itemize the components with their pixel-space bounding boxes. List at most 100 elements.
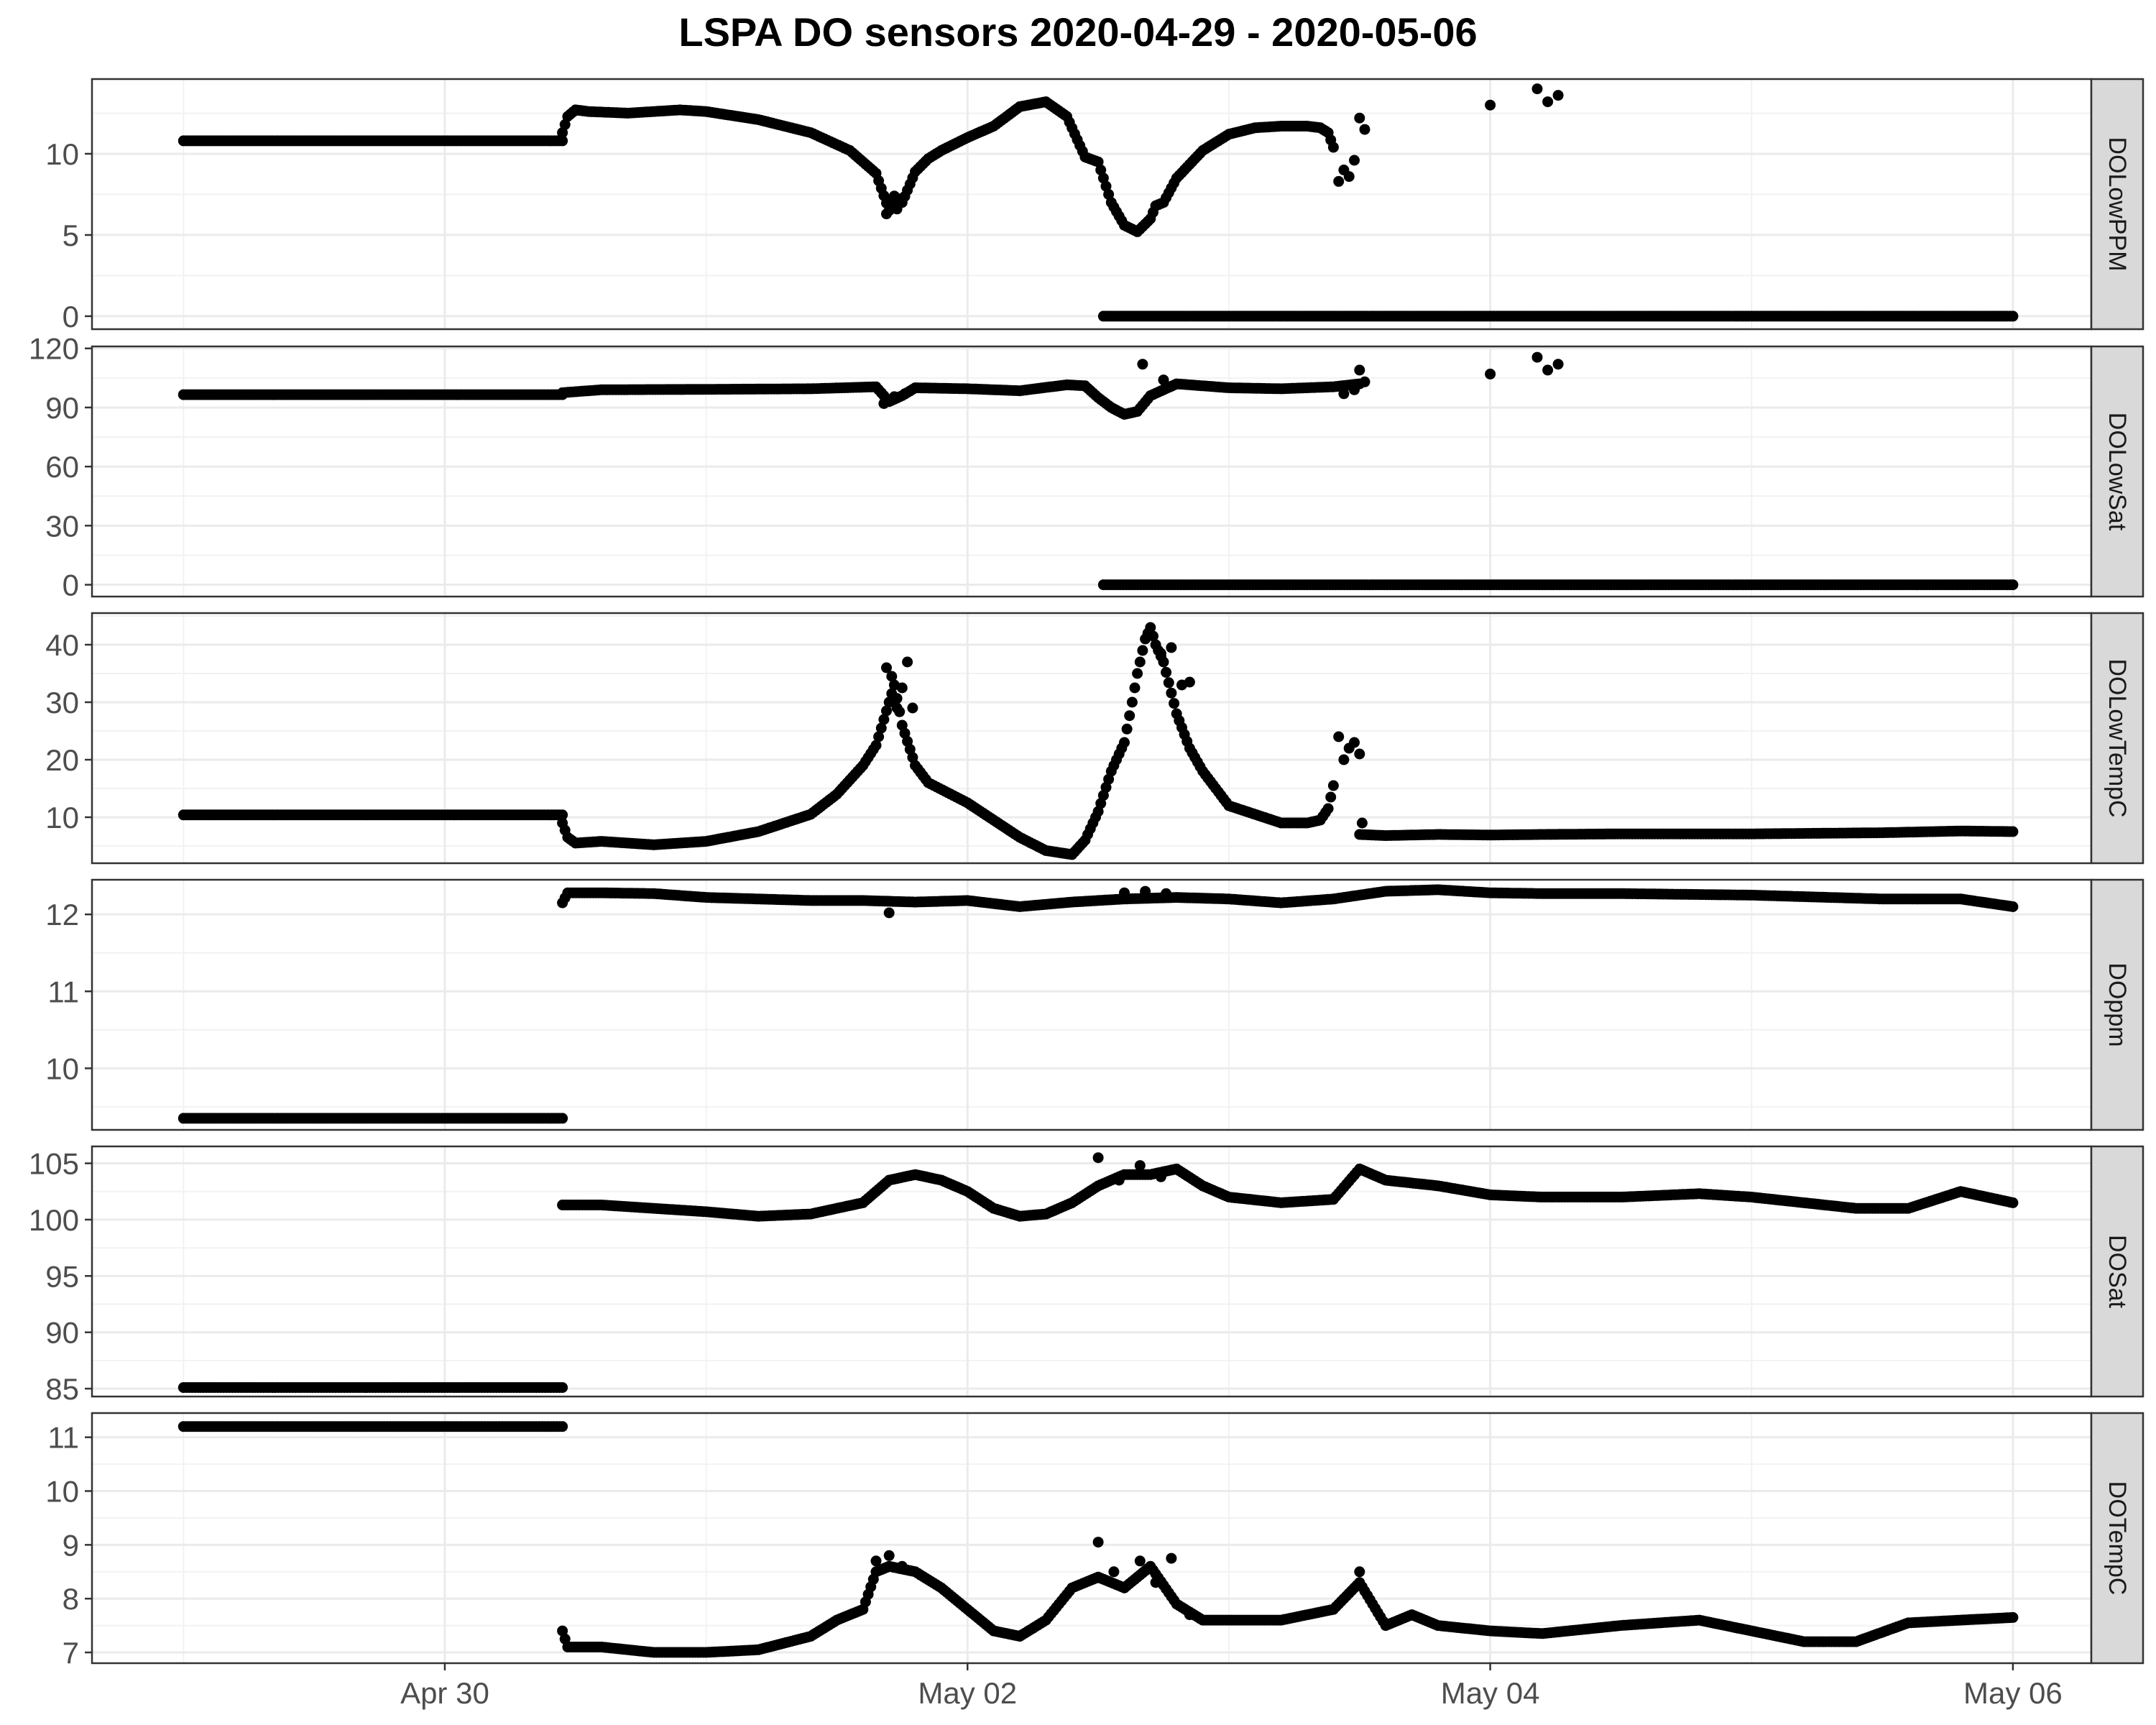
facet-strip-label: DOTempC <box>2104 1481 2131 1596</box>
data-point <box>1322 803 1334 814</box>
y-tick-label: 120 <box>29 332 79 366</box>
data-point <box>907 702 918 714</box>
data-point <box>1354 748 1365 760</box>
series-points-DOppm <box>178 884 2019 1124</box>
data-point <box>1158 656 1169 668</box>
facet-strip <box>2090 78 2145 331</box>
data-point <box>557 135 568 147</box>
data-point <box>557 1382 568 1393</box>
data-point <box>1343 171 1355 183</box>
facet-strip-label: DOLowSat <box>2104 413 2131 531</box>
facet-strip-label: DOSat <box>2104 1235 2131 1309</box>
data-point <box>1531 351 1543 363</box>
data-point <box>1092 156 1104 167</box>
panel-DOLowSat: 0 30 60 90 120 DOLowSat <box>29 332 2145 602</box>
data-point <box>1338 754 1350 765</box>
data-point <box>2007 901 2019 912</box>
y-tick-label: 10 <box>45 1052 79 1085</box>
y-tick-label: 100 <box>29 1203 79 1237</box>
data-point <box>1134 1555 1146 1567</box>
data-point <box>891 702 903 714</box>
x-axis: Apr 30 May 02 May 04 May 06 <box>400 1663 2063 1710</box>
panel-DOTempC: 7 8 9 10 11 DOTempC <box>45 1412 2145 1670</box>
panel-background <box>92 1413 2091 1663</box>
panel-DOLowPPM: 0 5 10 DOLowPPM <box>45 78 2145 334</box>
data-point <box>1354 364 1365 376</box>
data-point <box>1119 1582 1130 1593</box>
data-point <box>1184 1609 1195 1621</box>
y-tick-label: 95 <box>45 1259 79 1293</box>
data-point <box>1542 364 1554 376</box>
data-point <box>1097 172 1109 184</box>
y-tick-label: 90 <box>45 1316 79 1350</box>
data-point <box>1119 887 1130 898</box>
data-point <box>1113 1174 1125 1186</box>
y-tick-label: 30 <box>45 509 79 543</box>
data-point <box>1166 642 1177 653</box>
data-point <box>1169 698 1180 709</box>
x-tick-label: May 02 <box>918 1676 1017 1710</box>
x-tick-label: May 04 <box>1441 1676 1540 1710</box>
data-point <box>1100 180 1112 192</box>
data-point <box>883 907 895 919</box>
y-tick-label: 10 <box>45 1475 79 1509</box>
facet-strip-label: DOLowPPM <box>2104 137 2131 271</box>
facet-strip <box>2090 345 2145 598</box>
series-points-DOLowPPM <box>178 83 2019 322</box>
data-point <box>1349 737 1360 748</box>
data-point <box>1108 1566 1120 1578</box>
data-point <box>1132 668 1143 679</box>
x-tick-label: Apr 30 <box>400 1676 489 1710</box>
data-point <box>1092 1537 1104 1548</box>
data-point <box>559 119 571 130</box>
facet-strip <box>2090 878 2145 1131</box>
data-point <box>896 1560 908 1572</box>
data-point <box>557 1421 568 1432</box>
data-point <box>870 740 882 751</box>
data-point <box>1485 99 1496 111</box>
data-point <box>1158 374 1169 386</box>
y-tick-label: 7 <box>63 1636 79 1670</box>
data-point <box>1126 696 1138 708</box>
y-tick-label: 11 <box>47 1421 79 1455</box>
panel-background <box>92 79 2091 329</box>
y-tick-label: 10 <box>45 801 79 834</box>
chart-title: LSPA DO sensors 2020-04-29 - 2020-05-06 <box>678 9 1477 55</box>
data-point <box>881 208 892 220</box>
y-tick-label: 30 <box>45 686 79 719</box>
data-point <box>902 656 913 668</box>
y-tick-label: 11 <box>47 975 79 1008</box>
data-point <box>1338 388 1350 400</box>
data-point <box>896 682 908 694</box>
data-point <box>2007 1611 2019 1623</box>
data-point <box>1137 359 1148 370</box>
facet-strip-label: DOppm <box>2104 962 2131 1046</box>
series-points-DOSat <box>178 1152 2019 1393</box>
data-point <box>1359 376 1370 387</box>
panel-background <box>92 346 2091 597</box>
data-point <box>899 388 911 400</box>
x-tick-label: May 06 <box>1963 1676 2063 1710</box>
data-point <box>1119 737 1130 748</box>
data-point <box>2007 579 2019 591</box>
data-point <box>1354 1566 1365 1578</box>
panel-DOSat: 85 90 95 100 105 DOSat <box>29 1145 2145 1406</box>
data-point <box>1166 1552 1177 1564</box>
data-point <box>873 731 885 742</box>
y-tick-label: 90 <box>45 391 79 425</box>
data-point <box>1148 630 1158 642</box>
data-point <box>1356 817 1368 829</box>
panel-DOppm: 10 11 12 DOppm <box>45 878 2145 1131</box>
data-point <box>886 671 898 682</box>
data-point <box>886 193 898 205</box>
y-tick-label: 12 <box>45 898 79 932</box>
data-point <box>2007 310 2019 322</box>
data-point <box>1155 648 1166 659</box>
facet-strip <box>2090 1412 2145 1665</box>
facet-strip <box>2090 612 2145 865</box>
data-point <box>878 714 890 725</box>
data-point <box>1140 886 1151 897</box>
y-tick-label: 9 <box>63 1528 79 1562</box>
y-tick-label: 40 <box>45 628 79 662</box>
